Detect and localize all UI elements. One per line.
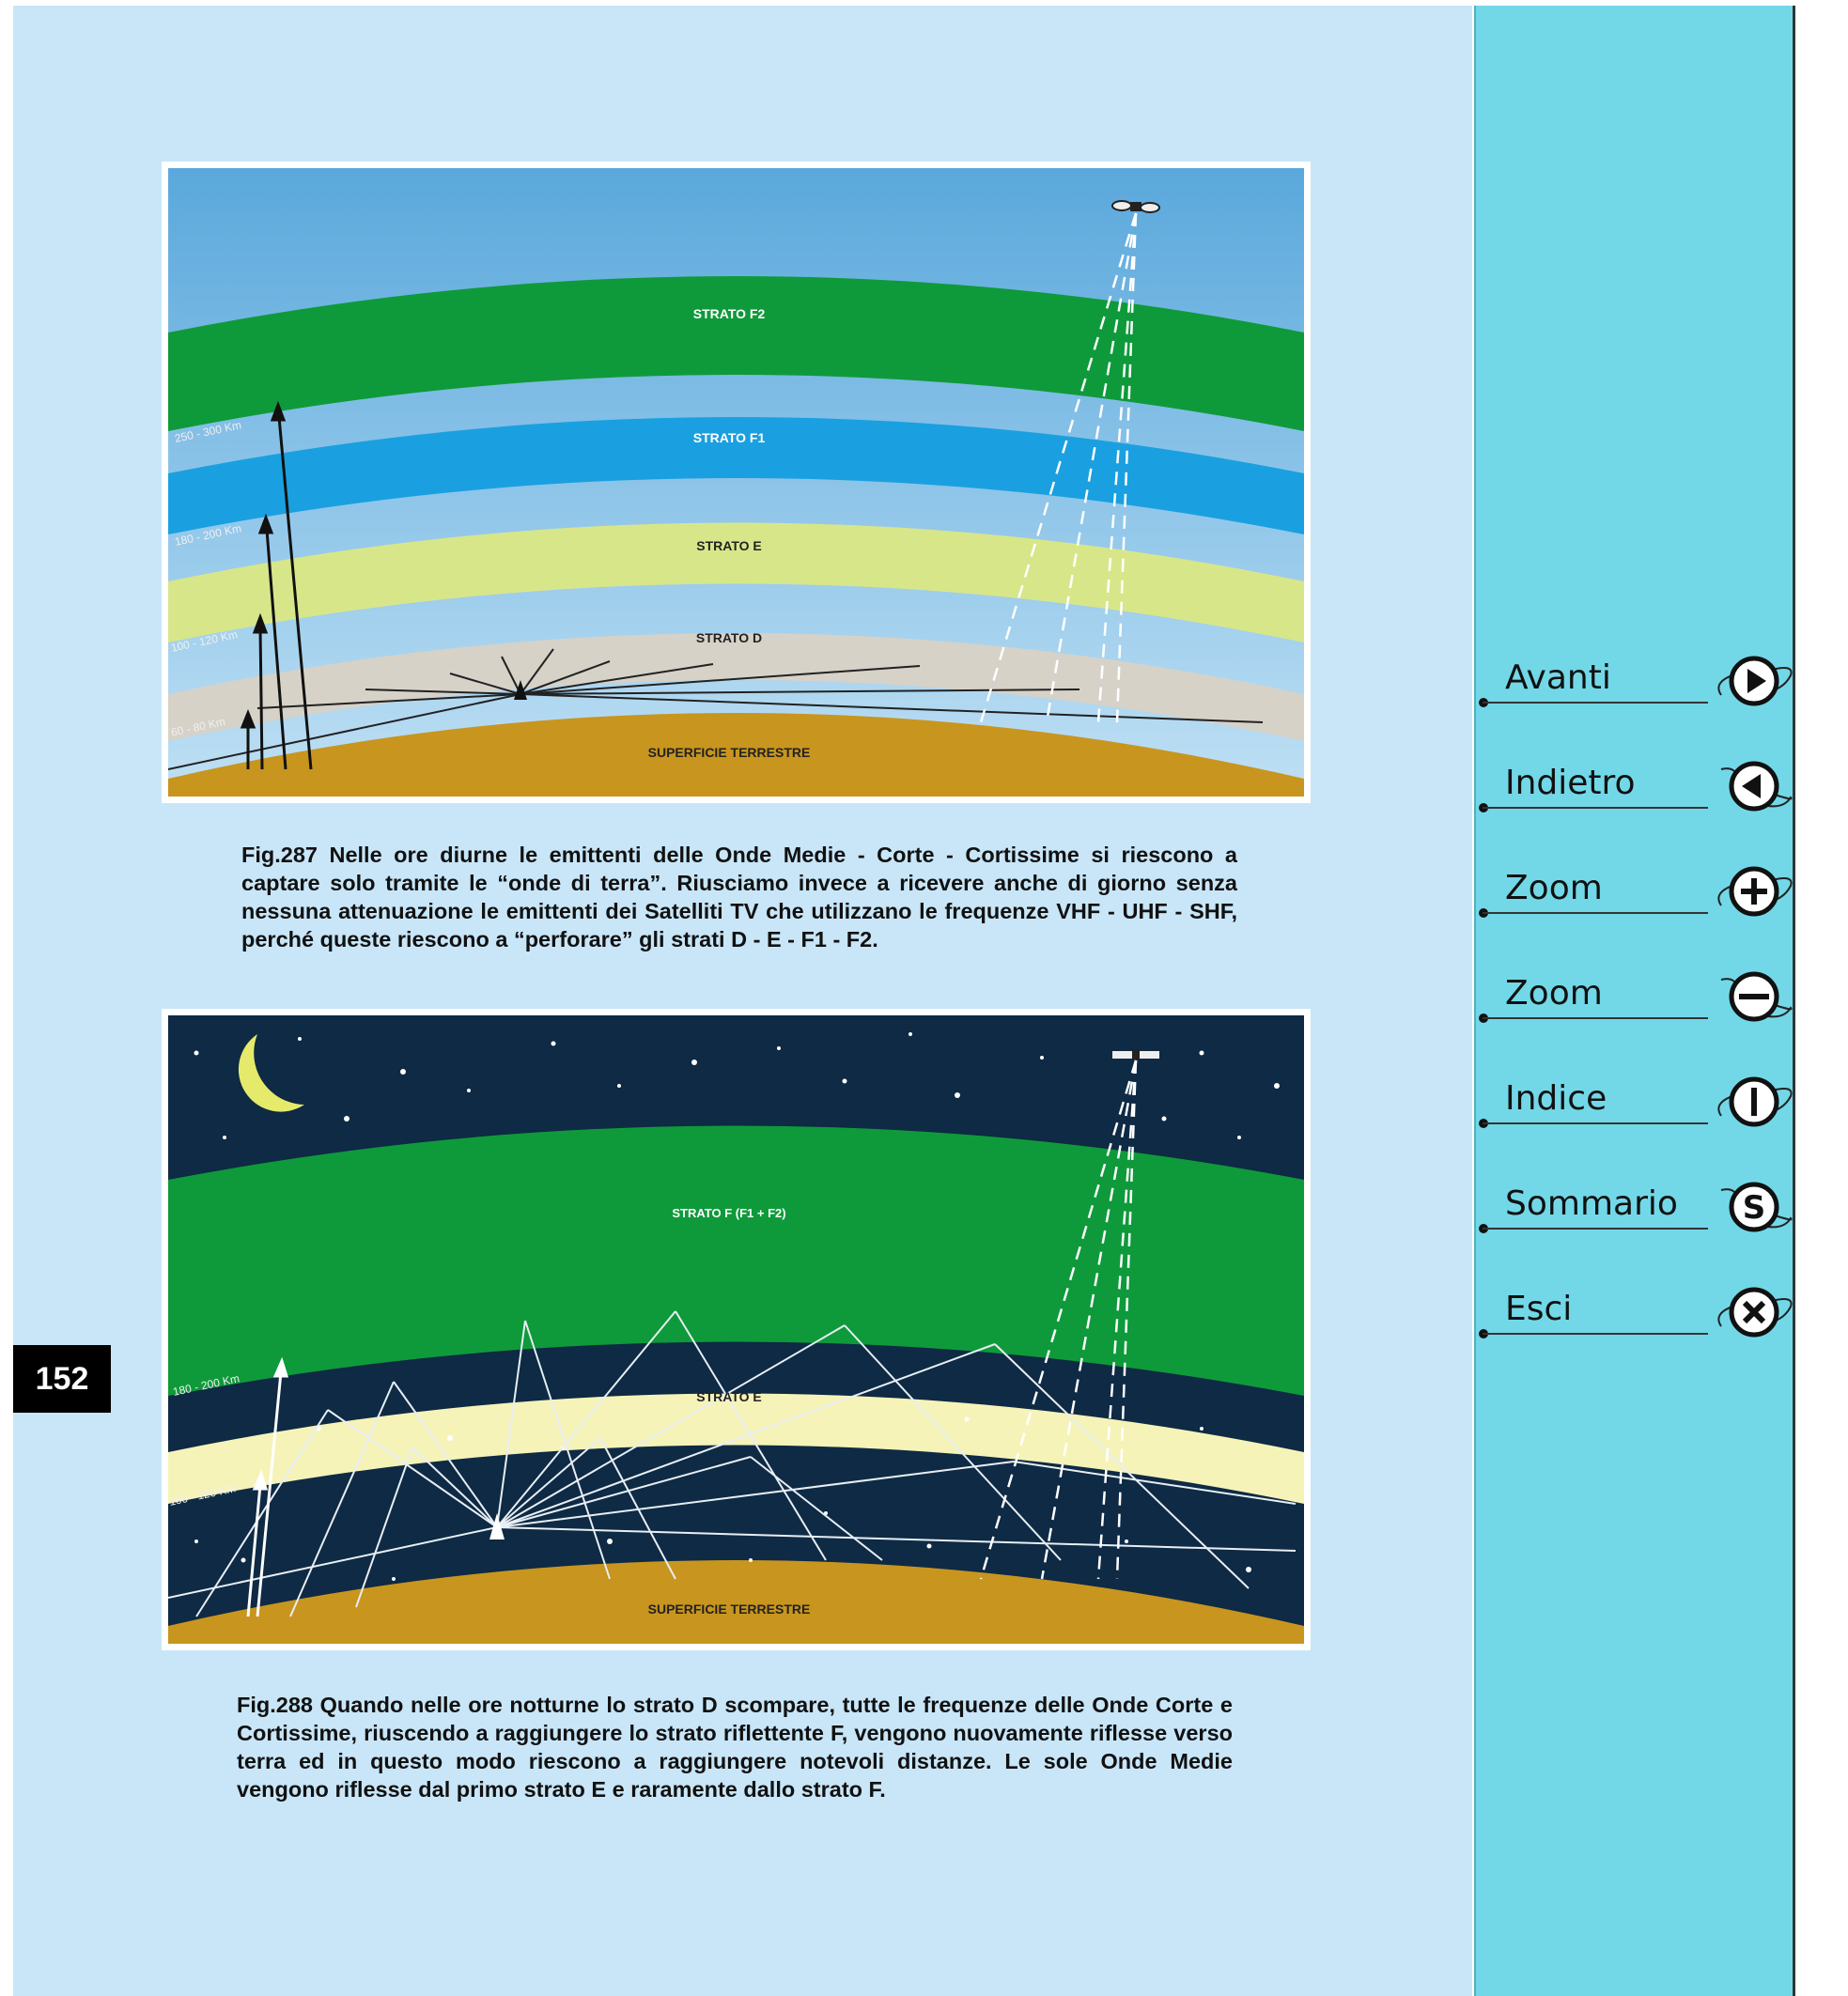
figure-287-illustration: STRATO F2 STRATO F1 STRATO E STRATO D SU… <box>168 168 1304 797</box>
nav-label: Indice <box>1505 1079 1607 1118</box>
nav-underline <box>1483 1333 1708 1335</box>
nav-zoom-in-button[interactable]: Zoom <box>1477 863 1793 929</box>
strato-f-band <box>168 1125 1304 1396</box>
altitude-arrows <box>240 400 313 770</box>
nav-avanti-button[interactable]: Avanti <box>1477 653 1793 719</box>
zoom-in-icon <box>1717 866 1793 917</box>
nav-indice-button[interactable]: Indice <box>1477 1074 1793 1139</box>
transmitter-antenna <box>489 1513 505 1540</box>
transmitter-antenna <box>514 680 527 700</box>
play-right-icon <box>1717 656 1793 706</box>
figure-288-caption: Fig.288 Quando nelle ore notturne lo str… <box>237 1693 1233 1802</box>
nav-underline <box>1483 807 1708 809</box>
figure-288: STRATO F (F1 + F2) STRATO E SUPERFICIE T… <box>162 1009 1311 1650</box>
zoom-out-icon <box>1720 971 1793 1022</box>
nav-underline <box>1483 912 1708 914</box>
strato-e-band <box>168 1393 1304 1504</box>
satellite-beams <box>979 212 1138 723</box>
exit-icon <box>1717 1287 1793 1338</box>
moon-icon <box>238 1034 304 1112</box>
label-strato-e: STRATO E <box>696 1389 762 1404</box>
nav-indietro-button[interactable]: Indietro <box>1477 758 1793 824</box>
nav-sommario-button[interactable]: Sommario S <box>1477 1179 1793 1245</box>
nav-underline <box>1483 702 1708 704</box>
nav-underline <box>1483 1228 1708 1230</box>
nav-label: Zoom <box>1505 869 1603 907</box>
page-edge <box>1793 6 1795 1996</box>
nav-esci-button[interactable]: Esci <box>1477 1284 1793 1350</box>
reflected-waves <box>168 1310 1297 1617</box>
satellite-icon <box>1111 200 1160 213</box>
label-strato-f1: STRATO F1 <box>693 430 766 445</box>
earth-surface <box>168 1560 1304 1644</box>
strato-d-band <box>168 633 1304 741</box>
earth-surface <box>168 713 1304 797</box>
nav-label: Avanti <box>1505 658 1611 697</box>
nav-label: Sommario <box>1505 1184 1678 1223</box>
label-strato-d: STRATO D <box>696 630 762 645</box>
figure-287: STRATO F2 STRATO F1 STRATO E STRATO D SU… <box>162 162 1311 803</box>
strato-f2-band <box>168 276 1304 431</box>
nav-underline <box>1483 1122 1708 1124</box>
label-ground: SUPERFICIE TERRESTRE <box>648 1601 811 1617</box>
strato-f1-band <box>168 417 1304 534</box>
stars <box>194 1032 1280 1581</box>
page-number: 152 <box>13 1345 111 1413</box>
ground-waves <box>168 648 1264 770</box>
play-left-icon <box>1720 761 1793 812</box>
label-strato-f2: STRATO F2 <box>693 306 766 321</box>
altitude-arrows <box>246 1356 289 1617</box>
nav-zoom-out-button[interactable]: Zoom <box>1477 968 1793 1034</box>
nav-label: Esci <box>1505 1290 1573 1328</box>
label-ground: SUPERFICIE TERRESTRE <box>648 745 811 760</box>
label-strato-e: STRATO E <box>696 538 762 553</box>
figure-288-illustration: STRATO F (F1 + F2) STRATO E SUPERFICIE T… <box>168 1015 1304 1644</box>
satellite-icon <box>1112 1049 1159 1060</box>
nav-label: Zoom <box>1505 974 1603 1013</box>
satellite-beams <box>979 1060 1138 1580</box>
nav-label: Indietro <box>1505 764 1636 802</box>
svg-text:S: S <box>1743 1189 1766 1227</box>
figure-287-caption: Fig.287 Nelle ore diurne le emittenti de… <box>241 843 1237 952</box>
strato-e-band <box>168 522 1304 642</box>
summary-icon: S <box>1720 1182 1793 1232</box>
label-strato-f: STRATO F (F1 + F2) <box>672 1206 785 1220</box>
nav-underline <box>1483 1017 1708 1019</box>
index-icon <box>1717 1076 1793 1127</box>
